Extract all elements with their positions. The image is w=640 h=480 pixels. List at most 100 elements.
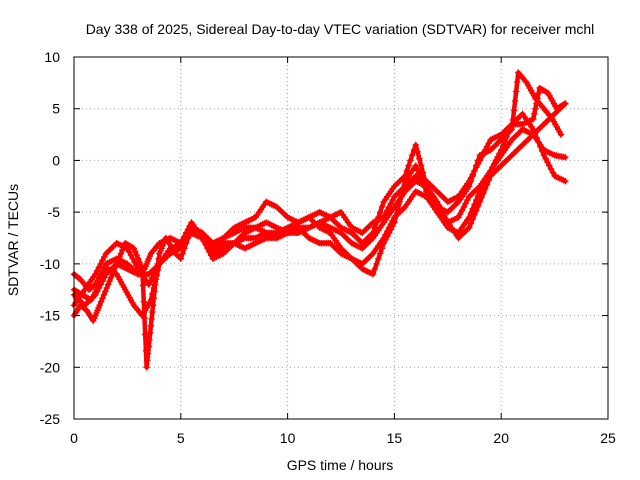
data-point	[151, 281, 159, 288]
data-point	[469, 171, 476, 178]
data-point	[538, 147, 546, 155]
data-point	[200, 238, 208, 245]
data-point	[99, 277, 106, 285]
data-point	[481, 146, 489, 154]
y-tick-label: -10	[40, 256, 60, 272]
data-point	[535, 90, 542, 97]
data-point	[389, 196, 396, 204]
data-point	[392, 212, 400, 219]
data-point	[542, 155, 549, 162]
data-point	[531, 130, 539, 137]
data-point	[97, 260, 104, 268]
data-point	[376, 250, 384, 257]
data-point	[405, 162, 412, 169]
y-tick-label: -25	[40, 411, 60, 427]
data-point	[467, 220, 475, 227]
data-point	[412, 162, 419, 169]
data-point	[494, 153, 501, 161]
data-point	[95, 284, 103, 292]
data-point	[414, 166, 421, 174]
data-point	[425, 186, 432, 193]
data-point	[134, 255, 142, 262]
data-point	[133, 262, 140, 269]
data-point	[462, 200, 469, 207]
data-point	[467, 209, 475, 217]
data-point	[99, 295, 106, 302]
data-point	[101, 253, 108, 261]
data-point	[465, 224, 473, 231]
data-point	[562, 154, 569, 161]
data-point	[375, 255, 382, 262]
data-point	[387, 200, 395, 207]
data-point	[532, 105, 539, 112]
data-point	[487, 167, 494, 174]
data-point	[125, 248, 133, 255]
data-point	[464, 196, 471, 204]
x-axis-label: GPS time / hours	[287, 457, 394, 473]
data-point	[480, 150, 487, 157]
data-point	[546, 162, 553, 169]
data-point	[384, 207, 391, 214]
data-point	[547, 165, 555, 173]
data-point	[478, 153, 485, 161]
data-point	[117, 250, 125, 257]
data-point	[489, 164, 496, 171]
data-point	[93, 288, 101, 295]
data-point	[382, 210, 389, 218]
data-point	[403, 167, 411, 174]
data-point	[132, 248, 139, 255]
data-point	[457, 210, 464, 218]
data-point	[549, 169, 557, 176]
data-point	[465, 177, 473, 185]
data-point	[147, 277, 154, 285]
data-series	[70, 69, 569, 371]
x-tick-label: 10	[280, 430, 296, 446]
x-tick-label: 5	[177, 430, 185, 446]
data-point	[144, 357, 151, 364]
data-point	[458, 207, 466, 214]
data-point	[467, 174, 475, 181]
data-point	[177, 255, 184, 262]
data-point	[207, 252, 215, 259]
data-point	[471, 201, 478, 208]
data-point	[101, 264, 108, 271]
data-point	[97, 298, 105, 305]
data-point	[378, 203, 386, 211]
data-point	[141, 314, 148, 322]
data-point	[148, 315, 155, 323]
x-tick-label: 20	[493, 430, 509, 446]
data-point	[146, 329, 154, 337]
data-point	[469, 205, 476, 212]
data-point	[407, 157, 414, 164]
data-point	[544, 158, 551, 166]
data-point	[100, 291, 108, 299]
data-point	[460, 203, 468, 211]
data-point	[150, 295, 157, 302]
data-point	[562, 177, 569, 185]
data-point	[562, 100, 569, 107]
data-point	[204, 245, 211, 252]
data-point	[417, 162, 425, 169]
data-point	[511, 97, 519, 105]
data-point	[414, 148, 421, 156]
data-point	[149, 302, 157, 309]
data-point	[419, 169, 427, 176]
data-point	[376, 208, 384, 216]
data-point	[146, 336, 153, 343]
data-point	[102, 288, 109, 295]
y-axis-label: SDTVAR / TECUs	[5, 184, 21, 296]
data-point	[206, 248, 213, 255]
data-point	[99, 257, 106, 264]
data-point	[380, 214, 387, 221]
data-point	[380, 239, 387, 247]
data-point	[385, 203, 393, 211]
data-point	[530, 115, 537, 123]
y-tick-label: -15	[40, 308, 60, 324]
data-point	[202, 241, 209, 249]
data-point	[426, 189, 434, 197]
data-point	[534, 95, 541, 102]
data-point	[139, 282, 147, 289]
data-point	[474, 192, 482, 199]
data-point	[412, 141, 419, 149]
